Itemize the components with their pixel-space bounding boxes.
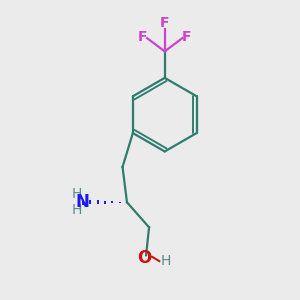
Text: H: H bbox=[71, 203, 82, 217]
Text: H: H bbox=[160, 254, 171, 268]
Text: F: F bbox=[160, 16, 169, 30]
Text: N: N bbox=[76, 193, 90, 211]
Text: H: H bbox=[71, 187, 82, 201]
Text: F: F bbox=[182, 30, 192, 44]
Text: O: O bbox=[137, 249, 152, 267]
Text: F: F bbox=[138, 30, 147, 44]
